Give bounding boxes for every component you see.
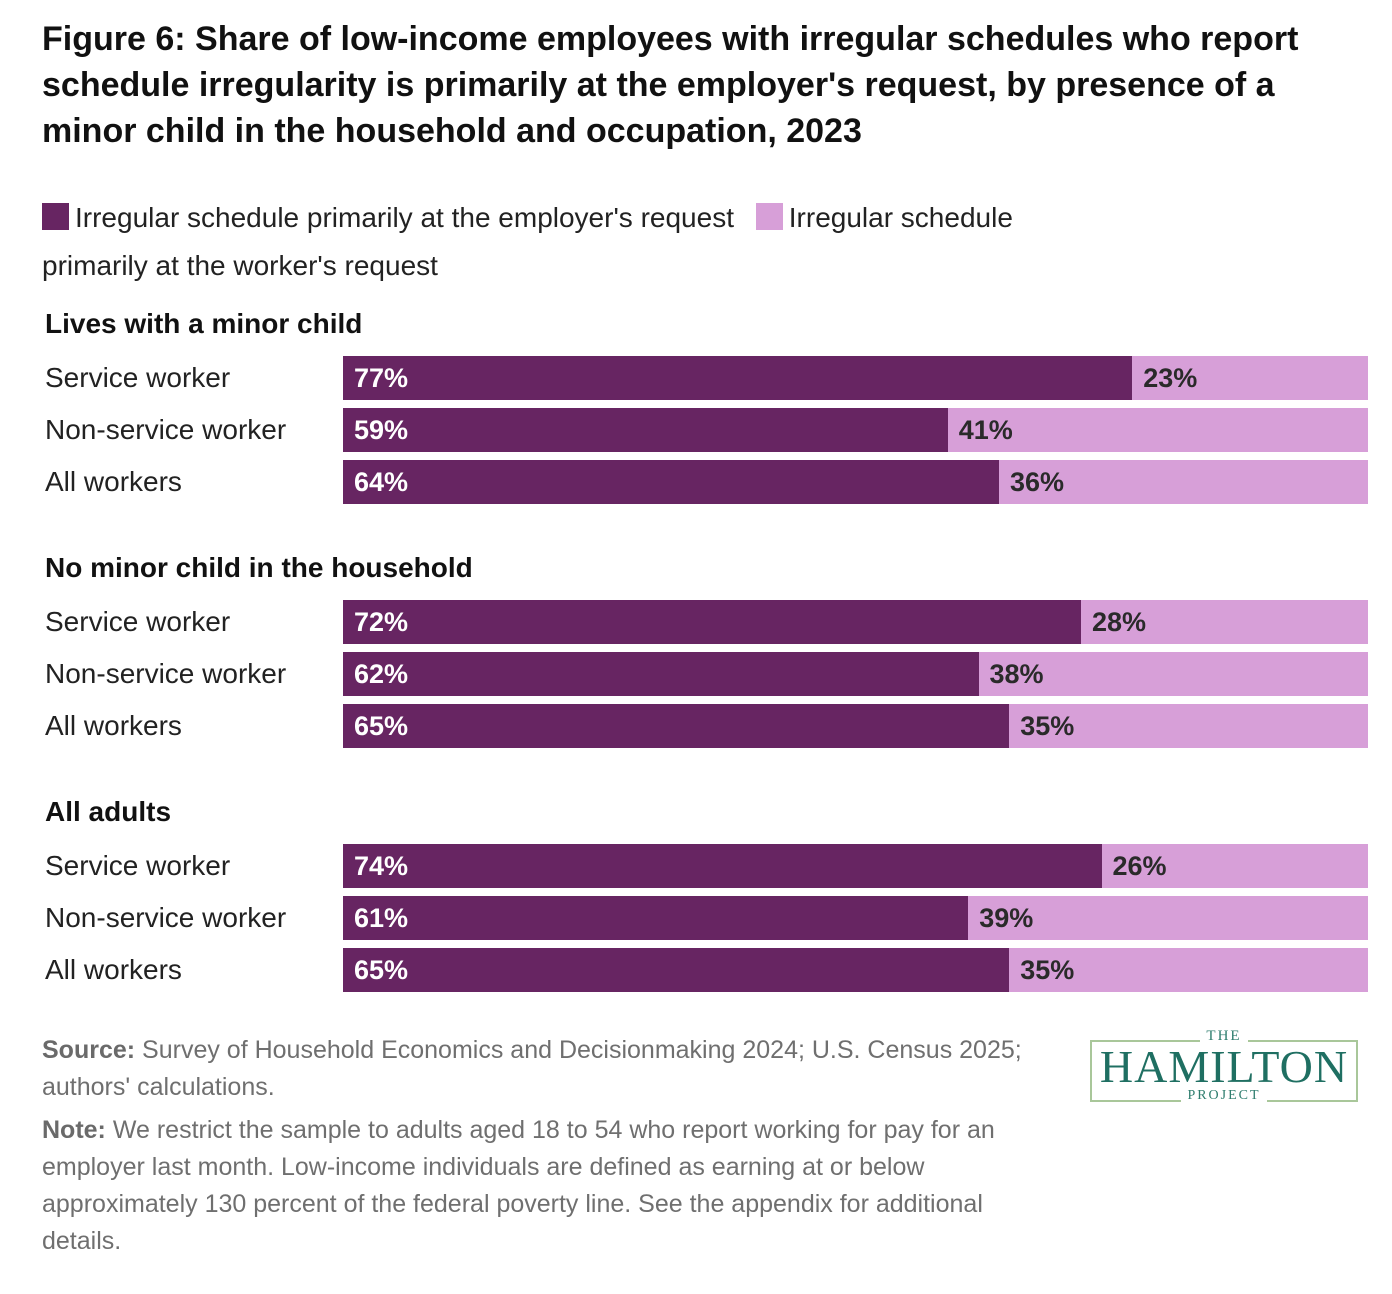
- row-label: Service worker: [45, 606, 231, 637]
- stacked-bar: 61% 39%: [343, 896, 1368, 940]
- legend-item-worker: Irregular schedule primarily at the work…: [42, 202, 1013, 281]
- bar-segment-worker: 26%: [1101, 844, 1368, 888]
- bar-segment-employer: 61%: [343, 896, 969, 940]
- bar-segment-worker: 41%: [947, 408, 1368, 452]
- footer: Source: Survey of Household Economics an…: [42, 1032, 1042, 1266]
- row-label: Service worker: [45, 850, 231, 881]
- legend-item-employer: Irregular schedule primarily at the empl…: [42, 202, 734, 233]
- row-label: Non-service worker: [45, 414, 287, 445]
- bar-segment-worker: 35%: [1009, 948, 1368, 992]
- bar-segment-worker: 35%: [1009, 704, 1368, 748]
- legend-swatch-worker: [755, 203, 783, 230]
- note-label: Note:: [42, 1116, 106, 1144]
- source-note: Source: Survey of Household Economics an…: [42, 1032, 1042, 1106]
- row-label: All workers: [45, 954, 182, 985]
- stacked-bar: 77% 23%: [343, 356, 1368, 400]
- logo-main: HAMILTON: [1099, 1041, 1349, 1092]
- legend: Irregular schedule primarily at the empl…: [42, 194, 1042, 290]
- bar-segment-worker: 28%: [1081, 600, 1368, 644]
- stacked-bar: 62% 38%: [343, 652, 1368, 696]
- note: Note: We restrict the sample to adults a…: [42, 1112, 1042, 1260]
- group-title: Lives with a minor child: [45, 308, 363, 339]
- bar-segment-employer: 74%: [343, 844, 1102, 888]
- bar-segment-employer: 64%: [343, 460, 999, 504]
- row-label: Service worker: [45, 362, 231, 393]
- chart-title: Figure 6: Share of low-income employees …: [42, 20, 1299, 150]
- source-label: Source:: [42, 1036, 136, 1064]
- bar-segment-employer: 65%: [343, 704, 1010, 748]
- hamilton-project-logo: THE HAMILTON PROJECT: [1090, 1028, 1358, 1110]
- legend-label-employer: Irregular schedule primarily at the empl…: [75, 202, 734, 233]
- row-label: Non-service worker: [45, 902, 287, 933]
- logo-project: PROJECT: [1181, 1088, 1267, 1103]
- bar-segment-employer: 77%: [343, 356, 1133, 400]
- legend-swatch-employer: [42, 203, 69, 230]
- legend-label-worker: Irregular schedule primarily at the work…: [42, 202, 1013, 281]
- source-text: Survey of Household Economics and Decisi…: [42, 1036, 1022, 1101]
- row-label: Non-service worker: [45, 658, 287, 689]
- stacked-bar: 65% 35%: [343, 948, 1368, 992]
- stacked-bar: 64% 36%: [343, 460, 1368, 504]
- bar-segment-employer: 65%: [343, 948, 1010, 992]
- bar-segment-worker: 23%: [1132, 356, 1368, 400]
- logo-the: THE: [1200, 1028, 1248, 1044]
- group-title: All adults: [45, 796, 172, 827]
- stacked-bar: 74% 26%: [343, 844, 1368, 888]
- bar-segment-employer: 59%: [343, 408, 948, 452]
- bar-segment-employer: 62%: [343, 652, 979, 696]
- bar-segment-employer: 72%: [343, 600, 1081, 644]
- row-label: All workers: [45, 710, 182, 741]
- row-label: All workers: [45, 466, 182, 497]
- stacked-bar: 72% 28%: [343, 600, 1368, 644]
- bar-segment-worker: 38%: [978, 652, 1368, 696]
- group-title: No minor child in the household: [45, 552, 473, 583]
- bar-segment-worker: 39%: [968, 896, 1368, 940]
- stacked-bar: 59% 41%: [343, 408, 1368, 452]
- bar-segment-worker: 36%: [999, 460, 1368, 504]
- note-text: We restrict the sample to adults aged 18…: [42, 1116, 995, 1255]
- stacked-bar: 65% 35%: [343, 704, 1368, 748]
